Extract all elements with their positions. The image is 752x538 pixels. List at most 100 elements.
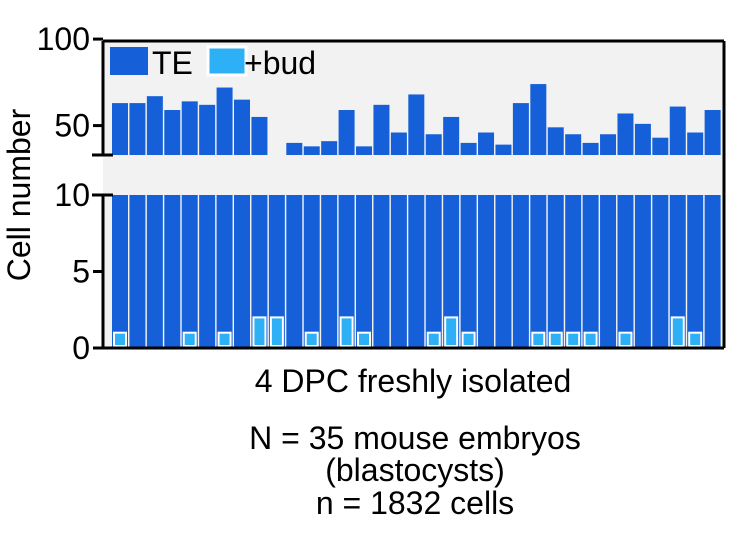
legend-te-swatch <box>110 47 148 75</box>
bar-te-lower <box>617 195 634 348</box>
bar-te-lower <box>530 195 547 348</box>
bar-te-lower <box>478 195 495 348</box>
bar-te-lower <box>181 195 198 348</box>
bar-te-upper <box>321 141 338 155</box>
bar-bud <box>444 316 459 347</box>
bar-te-upper <box>199 104 216 155</box>
bar-te-upper <box>303 146 320 155</box>
caption-line-1: N = 35 mouse embryos <box>249 420 581 456</box>
y-axis-label: Cell number <box>1 108 37 281</box>
bar-te-lower <box>565 195 582 348</box>
bar-te-lower <box>146 195 163 348</box>
bar-bud <box>566 331 581 348</box>
bar-te-lower <box>425 195 442 348</box>
bar-te-upper <box>234 99 251 155</box>
bar-te-upper <box>687 132 704 155</box>
bar-bud <box>548 331 563 348</box>
bar-te-upper <box>356 146 373 155</box>
bar-bud <box>531 331 546 348</box>
bar-te-upper <box>495 144 512 155</box>
bar-te-upper <box>704 110 721 155</box>
bar-te-lower <box>669 195 686 348</box>
bar-te-lower <box>199 195 216 348</box>
bar-te-upper <box>181 101 198 155</box>
bar-bud <box>252 316 267 347</box>
bar-te-lower <box>303 195 320 348</box>
bar-te-upper <box>547 127 564 155</box>
bar-te-upper <box>164 110 181 155</box>
bar-te-lower <box>251 195 268 348</box>
bar-te-upper <box>408 94 425 155</box>
bar-bud <box>670 316 685 347</box>
bar-bud <box>688 331 703 348</box>
bar-te-upper <box>512 103 529 155</box>
bar-te-upper <box>617 113 634 155</box>
bar-te-lower <box>338 195 355 348</box>
bar-te-upper <box>460 142 477 155</box>
bar-bud <box>583 331 598 348</box>
legend-te-label: TE <box>152 45 193 81</box>
bar-bud <box>269 316 284 347</box>
bar-te-lower <box>356 195 373 348</box>
bar-te-upper <box>530 84 547 155</box>
x-axis-label: 4 DPC freshly isolated <box>255 363 572 399</box>
bar-te-upper <box>425 134 442 155</box>
bar-te-upper <box>216 87 233 155</box>
bar-te-upper <box>634 123 651 155</box>
bar-bud <box>304 331 319 348</box>
y-tick-label: 100 <box>37 21 90 57</box>
bar-te-upper <box>669 106 686 155</box>
legend-bud-swatch <box>206 45 248 77</box>
bar-te-upper <box>338 110 355 155</box>
bar-te-upper <box>112 103 128 155</box>
bar-te-upper <box>652 137 669 155</box>
bar-te-upper <box>251 116 268 155</box>
bar-te-lower <box>321 195 338 348</box>
bar-bud <box>217 331 232 348</box>
bar-te-lower <box>460 195 477 348</box>
bar-te-lower <box>129 195 146 348</box>
bar-te-lower <box>495 195 512 348</box>
bar-te-lower <box>164 195 181 348</box>
bar-bud <box>339 316 354 347</box>
bar-te-lower <box>112 195 128 348</box>
bar-te-lower <box>268 195 285 348</box>
bar-te-upper <box>478 132 495 155</box>
bar-bud <box>618 331 633 348</box>
y-tick-label: 0 <box>72 330 90 366</box>
bar-te-lower <box>234 195 251 348</box>
bar-te-upper <box>146 96 163 155</box>
bar-te-upper <box>129 103 146 155</box>
axes-layer: 0 5 10 50 100 <box>37 21 726 366</box>
bar-te-upper <box>600 134 617 155</box>
bar-te-upper <box>565 134 582 155</box>
bars-layer <box>112 84 721 348</box>
bar-te-lower <box>652 195 669 348</box>
caption-line-3: n = 1832 cells <box>316 485 514 521</box>
y-tick-label: 10 <box>54 177 90 213</box>
legend-bud-label: +bud <box>244 45 316 81</box>
bar-te-lower <box>704 195 721 348</box>
bar-te-lower <box>443 195 460 348</box>
bar-te-upper <box>582 142 599 155</box>
bar-te-lower <box>600 195 617 348</box>
bar-te-upper <box>286 142 303 155</box>
bar-te-lower <box>216 195 233 348</box>
bar-bud <box>461 331 476 348</box>
bar-te-upper <box>443 116 460 155</box>
bar-te-lower <box>373 195 390 348</box>
caption-line-2: (blastocysts) <box>325 452 505 488</box>
bar-bud <box>426 331 441 348</box>
bar-te-lower <box>547 195 564 348</box>
y-tick-label: 50 <box>54 108 90 144</box>
bar-bud <box>113 331 127 348</box>
bar-bud <box>357 331 372 348</box>
bar-te-lower <box>582 195 599 348</box>
bar-te-lower <box>286 195 303 348</box>
y-tick-label: 5 <box>72 254 90 290</box>
bar-bud <box>182 331 197 348</box>
bar-te-upper <box>373 104 390 155</box>
bar-te-lower <box>512 195 529 348</box>
legend: TE +bud <box>110 45 316 81</box>
